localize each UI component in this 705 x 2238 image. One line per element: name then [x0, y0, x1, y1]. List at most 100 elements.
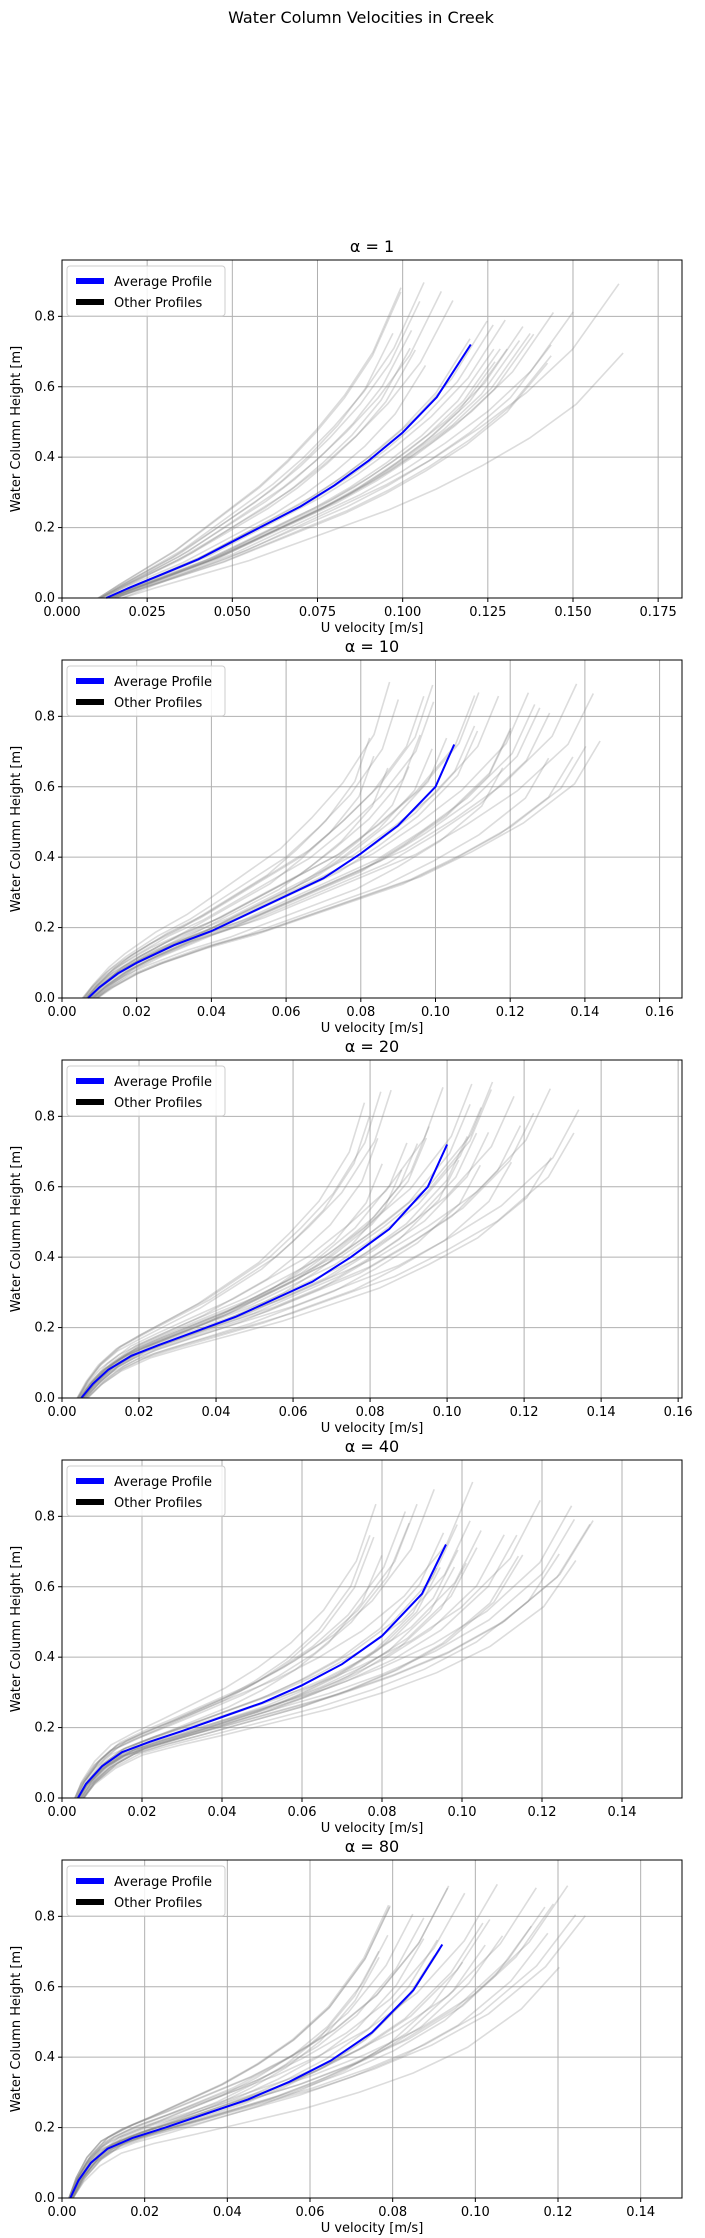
other-profile-line: [68, 1913, 414, 2198]
x-tick-label: 0.14: [608, 1805, 637, 1820]
legend-label-other: Other Profiles: [114, 1496, 202, 1511]
x-tick-label: 0.08: [356, 1405, 385, 1420]
other-profile-line: [85, 1112, 535, 1398]
other-profile-line: [112, 332, 531, 598]
legend: Average Profile Other Profiles: [66, 665, 226, 717]
other-profile-line: [96, 745, 587, 998]
other-profile-line: [82, 1164, 482, 1398]
other-profile-line: [68, 1934, 389, 2198]
other-profiles: [76, 1081, 580, 1398]
other-profile-line: [122, 283, 620, 598]
other-profile-line: [70, 1935, 504, 2198]
other-profile-line: [108, 348, 495, 598]
y-tick-label: 0.6: [34, 380, 55, 395]
other-profile-line: [68, 1950, 380, 2198]
other-profile-line: [79, 1126, 430, 1398]
x-tick-label: 0.02: [130, 2205, 159, 2220]
other-profile-line: [74, 1535, 371, 1798]
x-tick-label: 0.12: [528, 1805, 557, 1820]
other-profile-line: [104, 300, 454, 598]
y-tick-label: 0.6: [34, 1580, 55, 1595]
other-profile-line: [83, 1520, 594, 1798]
other-profile-line: [68, 1906, 391, 2198]
y-tick-label: 0.4: [34, 2050, 55, 2065]
other-profile-line: [96, 693, 595, 998]
x-tick-label: 0.08: [346, 1005, 375, 1020]
other-profile-line: [70, 1919, 491, 2198]
y-tick-label: 0.0: [34, 591, 55, 606]
average-profile-line: [77, 1544, 447, 1799]
other-profile-line: [100, 300, 421, 598]
y-tick-label: 0.6: [34, 1180, 55, 1195]
other-profile-line: [72, 1966, 560, 2198]
y-tick-label: 0.2: [34, 2121, 55, 2136]
other-profile-line: [109, 348, 508, 598]
other-profile-line: [77, 1566, 456, 1798]
x-tick-label: 0.000: [43, 605, 80, 620]
other-profile-line: [77, 1532, 445, 1798]
chart-panel: α = 80 0.00 0.02 0.04 0.06 0.08 0.10 0.12 0.14 0.…: [9, 1837, 683, 2236]
y-tick-label: 0.6: [34, 780, 55, 795]
other-profiles: [68, 1883, 586, 2198]
legend-box: [66, 665, 226, 717]
other-profile-line: [93, 712, 551, 998]
other-profile-line: [88, 695, 476, 998]
x-tick-label: 0.175: [640, 605, 677, 620]
x-tick-label: 0.02: [122, 1005, 151, 1020]
other-profile-line: [81, 1083, 473, 1398]
legend-box: [66, 1865, 226, 1917]
other-profiles: [81, 681, 601, 998]
other-profile-line: [99, 330, 413, 598]
y-tick-label: 0.0: [34, 991, 55, 1006]
chart-panel: α = 1 0.000 0.025 0.050 0.075 0.100 0.125 0.150…: [9, 237, 683, 636]
other-profile-line: [75, 1522, 410, 1798]
x-tick-label: 0.125: [469, 605, 506, 620]
other-profile-line: [99, 347, 411, 598]
legend-label-average: Average Profile: [114, 675, 212, 690]
x-tick-label: 0.14: [587, 1405, 616, 1420]
other-profile-line: [108, 361, 496, 598]
y-axis-label: Water Column Height [m]: [9, 1546, 24, 1712]
other-profile-line: [117, 311, 574, 598]
other-profile-line: [97, 332, 394, 598]
x-tick-label: 0.06: [279, 1405, 308, 1420]
x-tick-label: 0.04: [197, 1005, 226, 1020]
chart-title: α = 1: [350, 237, 394, 256]
other-profile-line: [87, 1132, 575, 1398]
other-profile-line: [82, 1518, 576, 1798]
other-profile-line: [101, 364, 427, 598]
x-axis-label: U velocity [m/s]: [321, 621, 424, 636]
x-tick-label: 0.14: [570, 1005, 599, 1020]
axes-frame: [61, 1459, 683, 1799]
legend-box: [66, 1065, 226, 1117]
y-tick-label: 0.2: [34, 1721, 55, 1736]
other-profile-line: [90, 695, 500, 998]
other-profile-line: [90, 767, 504, 998]
other-profile-line: [82, 1107, 482, 1398]
other-profile-line: [81, 1103, 471, 1398]
y-axis-label: Water Column Height [m]: [9, 746, 24, 912]
other-profile-line: [72, 1914, 577, 2198]
other-profile-line: [78, 1142, 408, 1398]
other-profile-line: [86, 748, 433, 998]
other-profile-line: [85, 734, 421, 998]
x-tick-label: 0.04: [213, 2205, 242, 2220]
other-profile-line: [71, 1932, 549, 2198]
other-profile-line: [68, 1904, 390, 2198]
other-profile-line: [74, 1536, 375, 1798]
other-profile-line: [76, 1567, 438, 1798]
x-tick-label: 0.025: [129, 605, 166, 620]
y-tick-label: 0.2: [34, 521, 55, 536]
chart-title: α = 80: [345, 1837, 399, 1856]
other-profile-line: [78, 1562, 468, 1798]
other-profile-line: [79, 1534, 505, 1798]
y-tick-label: 0.4: [34, 450, 55, 465]
other-profile-line: [70, 1883, 498, 2198]
x-tick-label: 0.04: [208, 1805, 237, 1820]
figure-title: Water Column Velocities in Creek: [228, 8, 495, 27]
x-tick-label: 0.10: [421, 1005, 450, 1020]
other-profile-line: [109, 348, 501, 598]
x-tick-label: 0.050: [214, 605, 251, 620]
legend-label-average: Average Profile: [114, 1075, 212, 1090]
